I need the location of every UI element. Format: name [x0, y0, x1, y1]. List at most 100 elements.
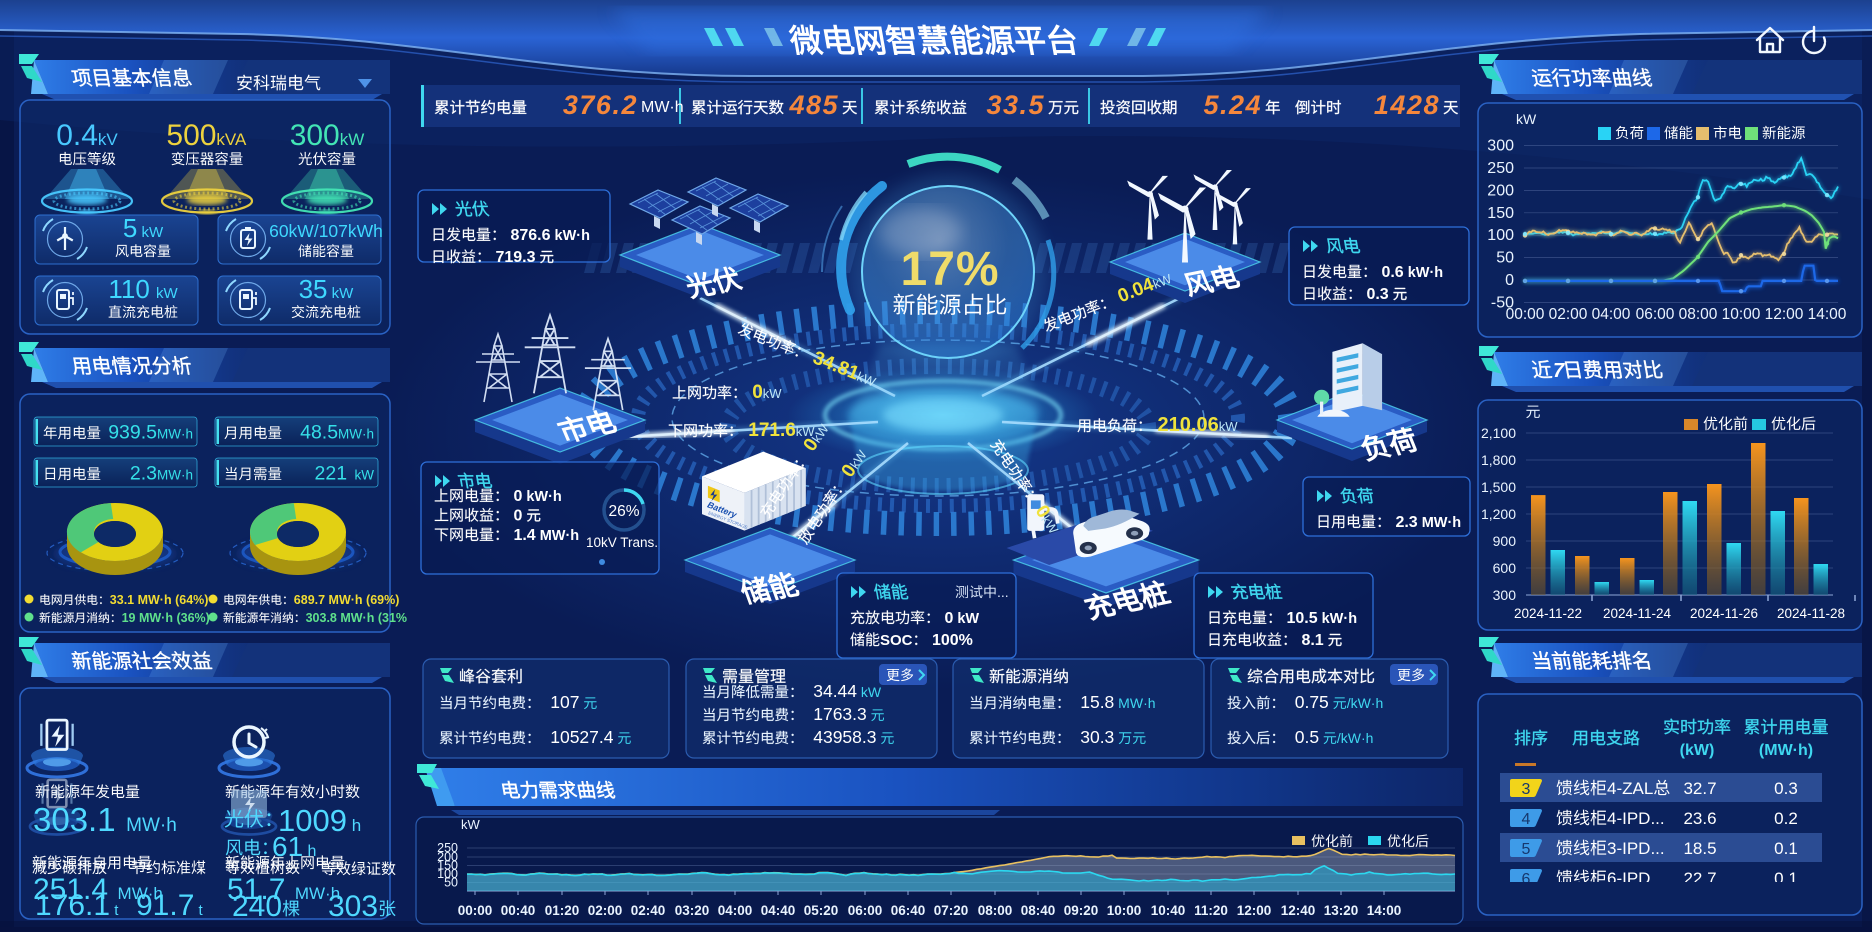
- svg-text:30.3: 30.3: [1071, 727, 1115, 747]
- svg-text:(kW): (kW): [1680, 742, 1715, 759]
- svg-text:303.1: 303.1: [33, 801, 116, 838]
- svg-text:50: 50: [444, 876, 458, 890]
- svg-text:MW·h: MW·h: [285, 884, 340, 903]
- svg-text:kW: kW: [1219, 419, 1239, 434]
- svg-text:MW·h: MW·h: [157, 427, 193, 442]
- svg-text:18.5: 18.5: [1683, 839, 1716, 858]
- svg-text:04:40: 04:40: [761, 903, 796, 918]
- svg-text:5: 5: [123, 213, 137, 243]
- svg-text:7: 7: [1553, 360, 1565, 382]
- svg-text:1763.3: 1763.3: [804, 704, 867, 724]
- svg-text:91.7: 91.7: [136, 889, 194, 922]
- svg-text:...: ...: [997, 584, 1009, 600]
- svg-text:03:20: 03:20: [675, 903, 710, 918]
- svg-text:10.5: 10.5: [1282, 610, 1318, 627]
- svg-text:2024-11-28: 2024-11-28: [1777, 606, 1845, 621]
- svg-text:171.6: 171.6: [743, 420, 796, 441]
- svg-text:kW: kW: [953, 611, 979, 627]
- svg-text:/kW·h: /kW·h: [1337, 730, 1374, 746]
- svg-text:00:00: 00:00: [1506, 306, 1545, 323]
- svg-text:01:20: 01:20: [545, 903, 580, 918]
- svg-text:MW·h: MW·h: [641, 99, 684, 116]
- svg-text:6: 6: [1522, 871, 1531, 888]
- svg-text:4: 4: [1522, 811, 1531, 828]
- svg-text:200: 200: [1487, 182, 1514, 199]
- svg-text:MW·h: MW·h: [1114, 695, 1155, 711]
- svg-text:176.1: 176.1: [35, 889, 110, 922]
- svg-text:2024-11-24: 2024-11-24: [1603, 606, 1672, 621]
- svg-text:kW·h: kW·h: [1318, 611, 1357, 627]
- svg-text:MW·h: MW·h: [116, 815, 177, 836]
- svg-text:kW: kW: [347, 468, 374, 483]
- svg-text:19 MW·h (36%): 19 MW·h (36%): [122, 611, 210, 625]
- svg-text:100: 100: [437, 867, 458, 881]
- svg-text:26%: 26%: [609, 503, 640, 520]
- svg-text:1,200: 1,200: [1481, 506, 1516, 522]
- svg-text:kW: kW: [328, 285, 355, 302]
- svg-text:08:40: 08:40: [1021, 903, 1056, 918]
- svg-text:2,100: 2,100: [1481, 425, 1516, 441]
- svg-text:kVA: kVA: [216, 130, 247, 149]
- svg-text:33.5: 33.5: [987, 90, 1046, 120]
- svg-text:0.1: 0.1: [1774, 869, 1798, 888]
- svg-text:/kW·h: /kW·h: [1347, 695, 1384, 711]
- svg-text:kW: kW: [796, 424, 816, 439]
- svg-text:0.4: 0.4: [56, 119, 98, 152]
- svg-text:MW·h: MW·h: [108, 884, 163, 903]
- svg-text:2.3: 2.3: [1391, 514, 1418, 531]
- svg-text:kW·h: kW·h: [1404, 265, 1443, 281]
- svg-text:10:00: 10:00: [1722, 306, 1761, 323]
- svg-text:150: 150: [1487, 205, 1514, 222]
- svg-text:200: 200: [437, 850, 458, 864]
- svg-text:5.24: 5.24: [1204, 90, 1263, 120]
- svg-text:04:00: 04:00: [1592, 306, 1631, 323]
- svg-text:h: h: [303, 843, 316, 860]
- svg-text:04:00: 04:00: [718, 903, 753, 918]
- svg-text:kV: kV: [98, 130, 119, 149]
- svg-text:0: 0: [509, 488, 522, 505]
- svg-text:1009: 1009: [278, 803, 347, 838]
- svg-text:3-IPD...: 3-IPD...: [1607, 839, 1665, 858]
- svg-text:22.7: 22.7: [1683, 869, 1716, 888]
- svg-text:10:40: 10:40: [1151, 903, 1186, 918]
- svg-text:110: 110: [108, 274, 149, 304]
- svg-text:5: 5: [1522, 841, 1531, 858]
- svg-text:23.6: 23.6: [1683, 809, 1716, 828]
- svg-text:h: h: [347, 816, 361, 835]
- svg-text:1.4: 1.4: [509, 527, 536, 544]
- svg-text:kW: kW: [340, 130, 365, 149]
- svg-text:300: 300: [1493, 587, 1517, 603]
- svg-text:MW·h: MW·h: [338, 427, 374, 442]
- svg-text:100%: 100%: [928, 632, 973, 649]
- svg-text:2024-11-26: 2024-11-26: [1690, 606, 1758, 621]
- svg-text:12:00: 12:00: [1765, 306, 1804, 323]
- svg-text:kW: kW: [137, 224, 164, 241]
- svg-text:05:20: 05:20: [804, 903, 839, 918]
- svg-text:150: 150: [437, 859, 458, 873]
- svg-text:2024-11-22: 2024-11-22: [1514, 606, 1582, 621]
- svg-text:50: 50: [1496, 250, 1514, 267]
- svg-text:4-ZAL: 4-ZAL: [1607, 779, 1653, 798]
- svg-text:kW: kW: [855, 369, 879, 390]
- svg-text:06:00: 06:00: [848, 903, 883, 918]
- svg-text:t: t: [110, 902, 119, 919]
- svg-text:MW·h: MW·h: [1418, 515, 1461, 531]
- svg-text:t: t: [194, 902, 203, 919]
- svg-text:kW·h: kW·h: [522, 489, 561, 505]
- svg-text:kW: kW: [857, 684, 882, 700]
- svg-text:60kW/107kWh: 60kW/107kWh: [269, 221, 383, 241]
- svg-text:35: 35: [299, 274, 328, 304]
- svg-text:11:20: 11:20: [1194, 903, 1228, 918]
- svg-text:719.3: 719.3: [491, 249, 536, 266]
- svg-text:33.1 MW·h (64%): 33.1 MW·h (64%): [110, 593, 209, 607]
- svg-text:221: 221: [315, 463, 348, 485]
- svg-text:0: 0: [940, 610, 953, 627]
- svg-text:12:00: 12:00: [1237, 903, 1272, 918]
- svg-text:303: 303: [328, 890, 378, 923]
- svg-text:8.1: 8.1: [1297, 632, 1324, 649]
- svg-text:(MW·h): (MW·h): [1759, 742, 1813, 759]
- svg-text:250: 250: [437, 841, 458, 855]
- svg-text:0.5: 0.5: [1285, 727, 1319, 747]
- svg-text:06:40: 06:40: [891, 903, 926, 918]
- svg-text:02:00: 02:00: [1549, 306, 1588, 323]
